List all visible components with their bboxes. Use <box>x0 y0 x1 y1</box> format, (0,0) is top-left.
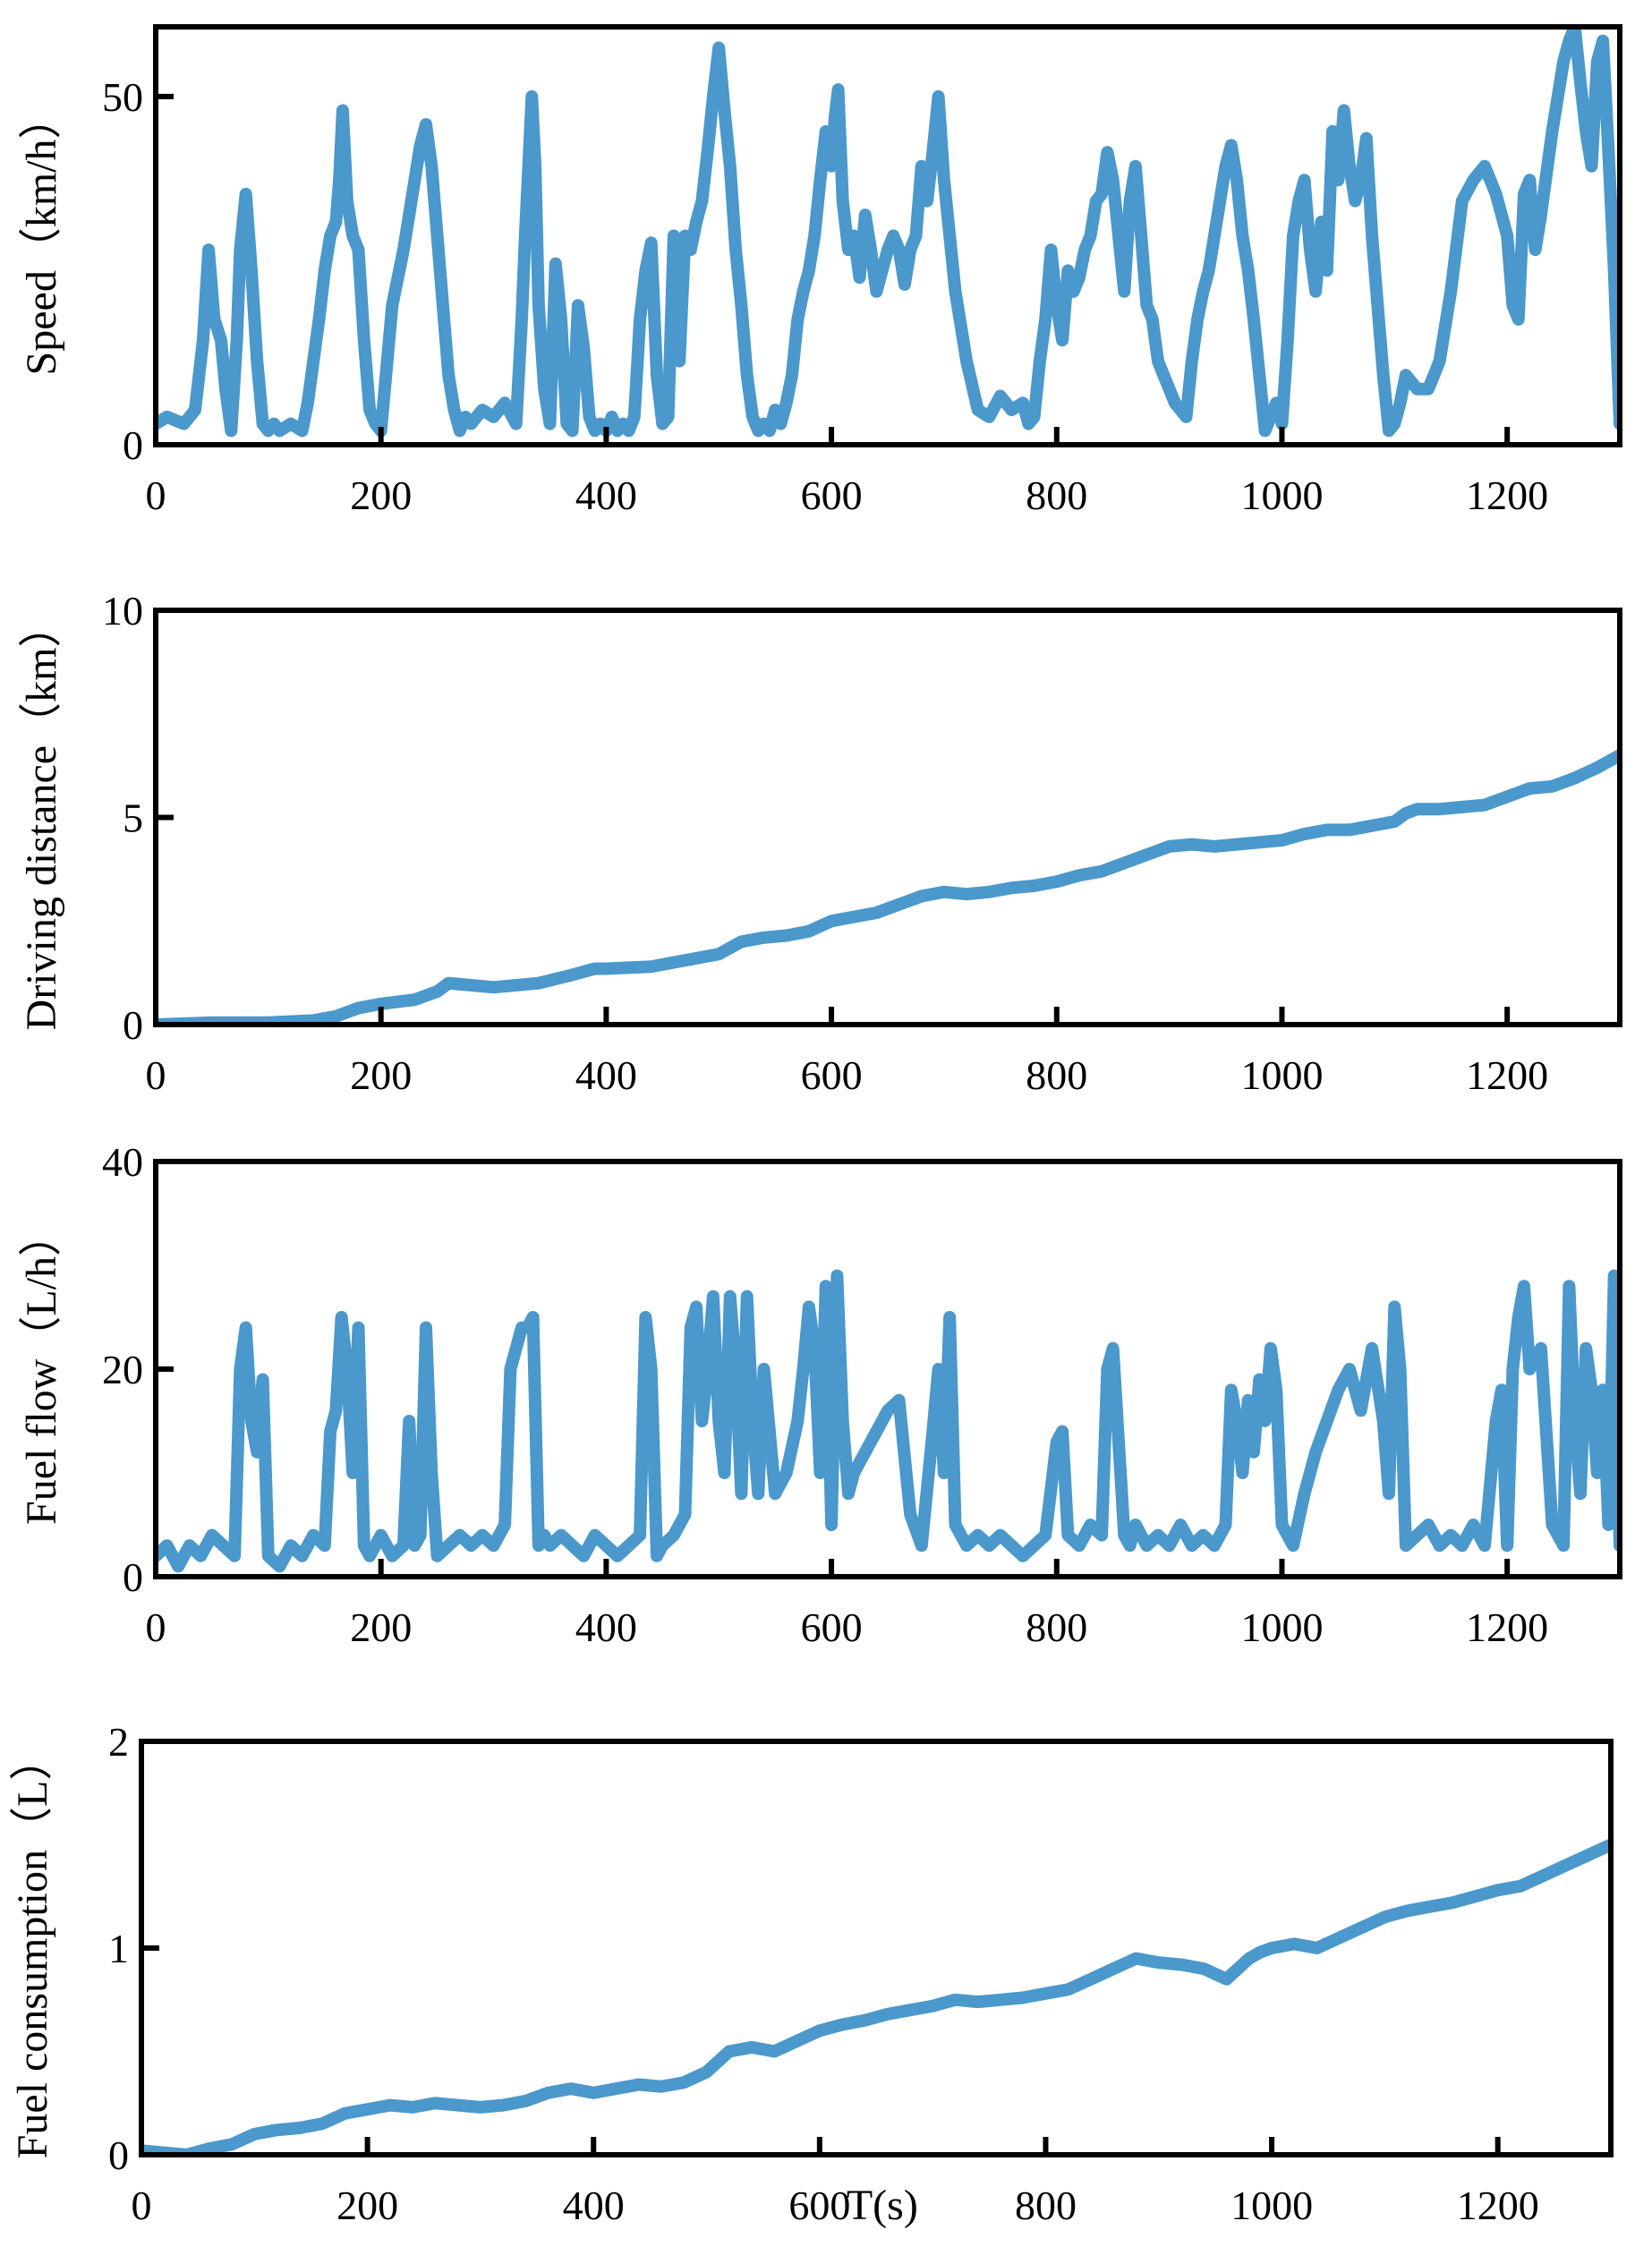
x-tick-label: 600 <box>801 472 863 518</box>
x-tick-label: 200 <box>336 2183 398 2228</box>
series-line-4-1 <box>141 1838 1611 2155</box>
y-tick-label: 5 <box>123 796 143 841</box>
x-tick-label: 1000 <box>1240 1604 1323 1650</box>
series-line-1-1 <box>156 27 1620 438</box>
x-tick-label: 0 <box>146 1604 166 1650</box>
x-axis-label: T(s) <box>847 2182 918 2229</box>
x-tick-label: 1200 <box>1457 2183 1539 2228</box>
y-axis-label: Driving distance（km） <box>18 605 65 1031</box>
x-tick-label: 800 <box>1026 1604 1087 1650</box>
chart-panel-4: 0 200 400 600 800 1000 1200 0 1 2 Fuel consumption… <box>9 1719 1614 2229</box>
x-tick-label: 400 <box>575 472 637 518</box>
y-tick-label: 50 <box>102 74 143 120</box>
y-tick-label: 2 <box>108 1719 129 1765</box>
x-tick-label: 800 <box>1026 472 1087 518</box>
x-tick-label: 1000 <box>1240 472 1323 518</box>
x-tick-label: 600 <box>801 1052 863 1098</box>
y-tick-label: 20 <box>102 1347 143 1392</box>
y-axis-label: Speed（km/h） <box>18 97 65 376</box>
chart-panel-3: 0 200 400 600 800 1000 1200 0 20 40 Fuel flow（L/h） <box>18 1139 1622 1650</box>
series-line-2-1 <box>156 749 1620 1025</box>
x-tick-label: 200 <box>350 1604 412 1650</box>
x-tick-label: 600 <box>788 2183 850 2228</box>
y-tick-label: 0 <box>108 2132 129 2178</box>
x-tick-label: 0 <box>132 2183 152 2228</box>
y-tick-label: 40 <box>102 1139 143 1185</box>
x-tick-label: 1200 <box>1466 1052 1548 1098</box>
x-tick-label: 1000 <box>1230 2183 1313 2228</box>
chart-panel-2: 0 200 400 600 800 1000 1200 0 5 10 Driving distanc… <box>18 588 1622 1098</box>
chart-panel-1: 0 200 400 600 800 1000 1200 0 50 Speed（km/h） <box>18 24 1622 518</box>
x-tick-label: 0 <box>146 472 166 518</box>
x-tick-label: 800 <box>1026 1052 1087 1098</box>
y-tick-label: 10 <box>102 588 143 634</box>
y-tick-label: 0 <box>123 1554 143 1600</box>
y-tick-label: 1 <box>108 1926 129 1971</box>
x-tick-label: 1200 <box>1466 1604 1548 1650</box>
x-tick-label: 400 <box>575 1052 637 1098</box>
series-line-3-1 <box>156 1269 1620 1573</box>
y-tick-label: 0 <box>123 1002 143 1048</box>
x-tick-label: 0 <box>146 1052 166 1098</box>
x-tick-label: 600 <box>801 1604 863 1650</box>
y-axis-label: Fuel consumption（L） <box>9 1738 56 2159</box>
y-tick-label: 0 <box>123 422 143 468</box>
y-axis-label: Fuel flow（L/h） <box>18 1213 65 1525</box>
x-tick-label: 800 <box>1015 2183 1077 2228</box>
x-tick-label: 1200 <box>1466 472 1548 518</box>
x-tick-label: 200 <box>350 472 412 518</box>
x-tick-label: 1000 <box>1240 1052 1323 1098</box>
x-tick-label: 400 <box>575 1604 637 1650</box>
x-tick-label: 200 <box>350 1052 412 1098</box>
plot-frame <box>153 24 1622 447</box>
x-tick-label: 400 <box>563 2183 625 2228</box>
